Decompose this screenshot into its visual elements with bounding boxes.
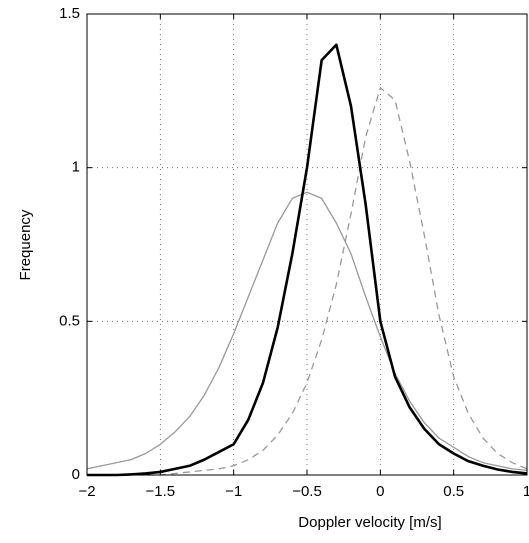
data-line	[87, 43, 528, 477]
y-tick-label: 1	[72, 159, 80, 176]
x-tick-label: −1.5	[146, 483, 176, 500]
y-tick-label: 0.5	[59, 312, 80, 329]
y-tick-label: 0	[72, 466, 80, 483]
data-line	[87, 87, 528, 476]
y-tick-label: 1.5	[59, 5, 80, 22]
x-tick-label: −0.5	[292, 483, 322, 500]
x-tick-label: 0.5	[443, 483, 464, 500]
x-tick-label: −1	[225, 483, 242, 500]
x-axis-label: Doppler velocity [m/s]	[298, 514, 441, 531]
x-tick-label: −2	[78, 483, 95, 500]
data-line	[86, 191, 528, 472]
y-axis-label: Frequency	[17, 209, 34, 280]
x-tick-label: 1	[523, 483, 529, 500]
x-tick-label: 0	[376, 483, 384, 500]
plot-frame	[86, 13, 528, 476]
